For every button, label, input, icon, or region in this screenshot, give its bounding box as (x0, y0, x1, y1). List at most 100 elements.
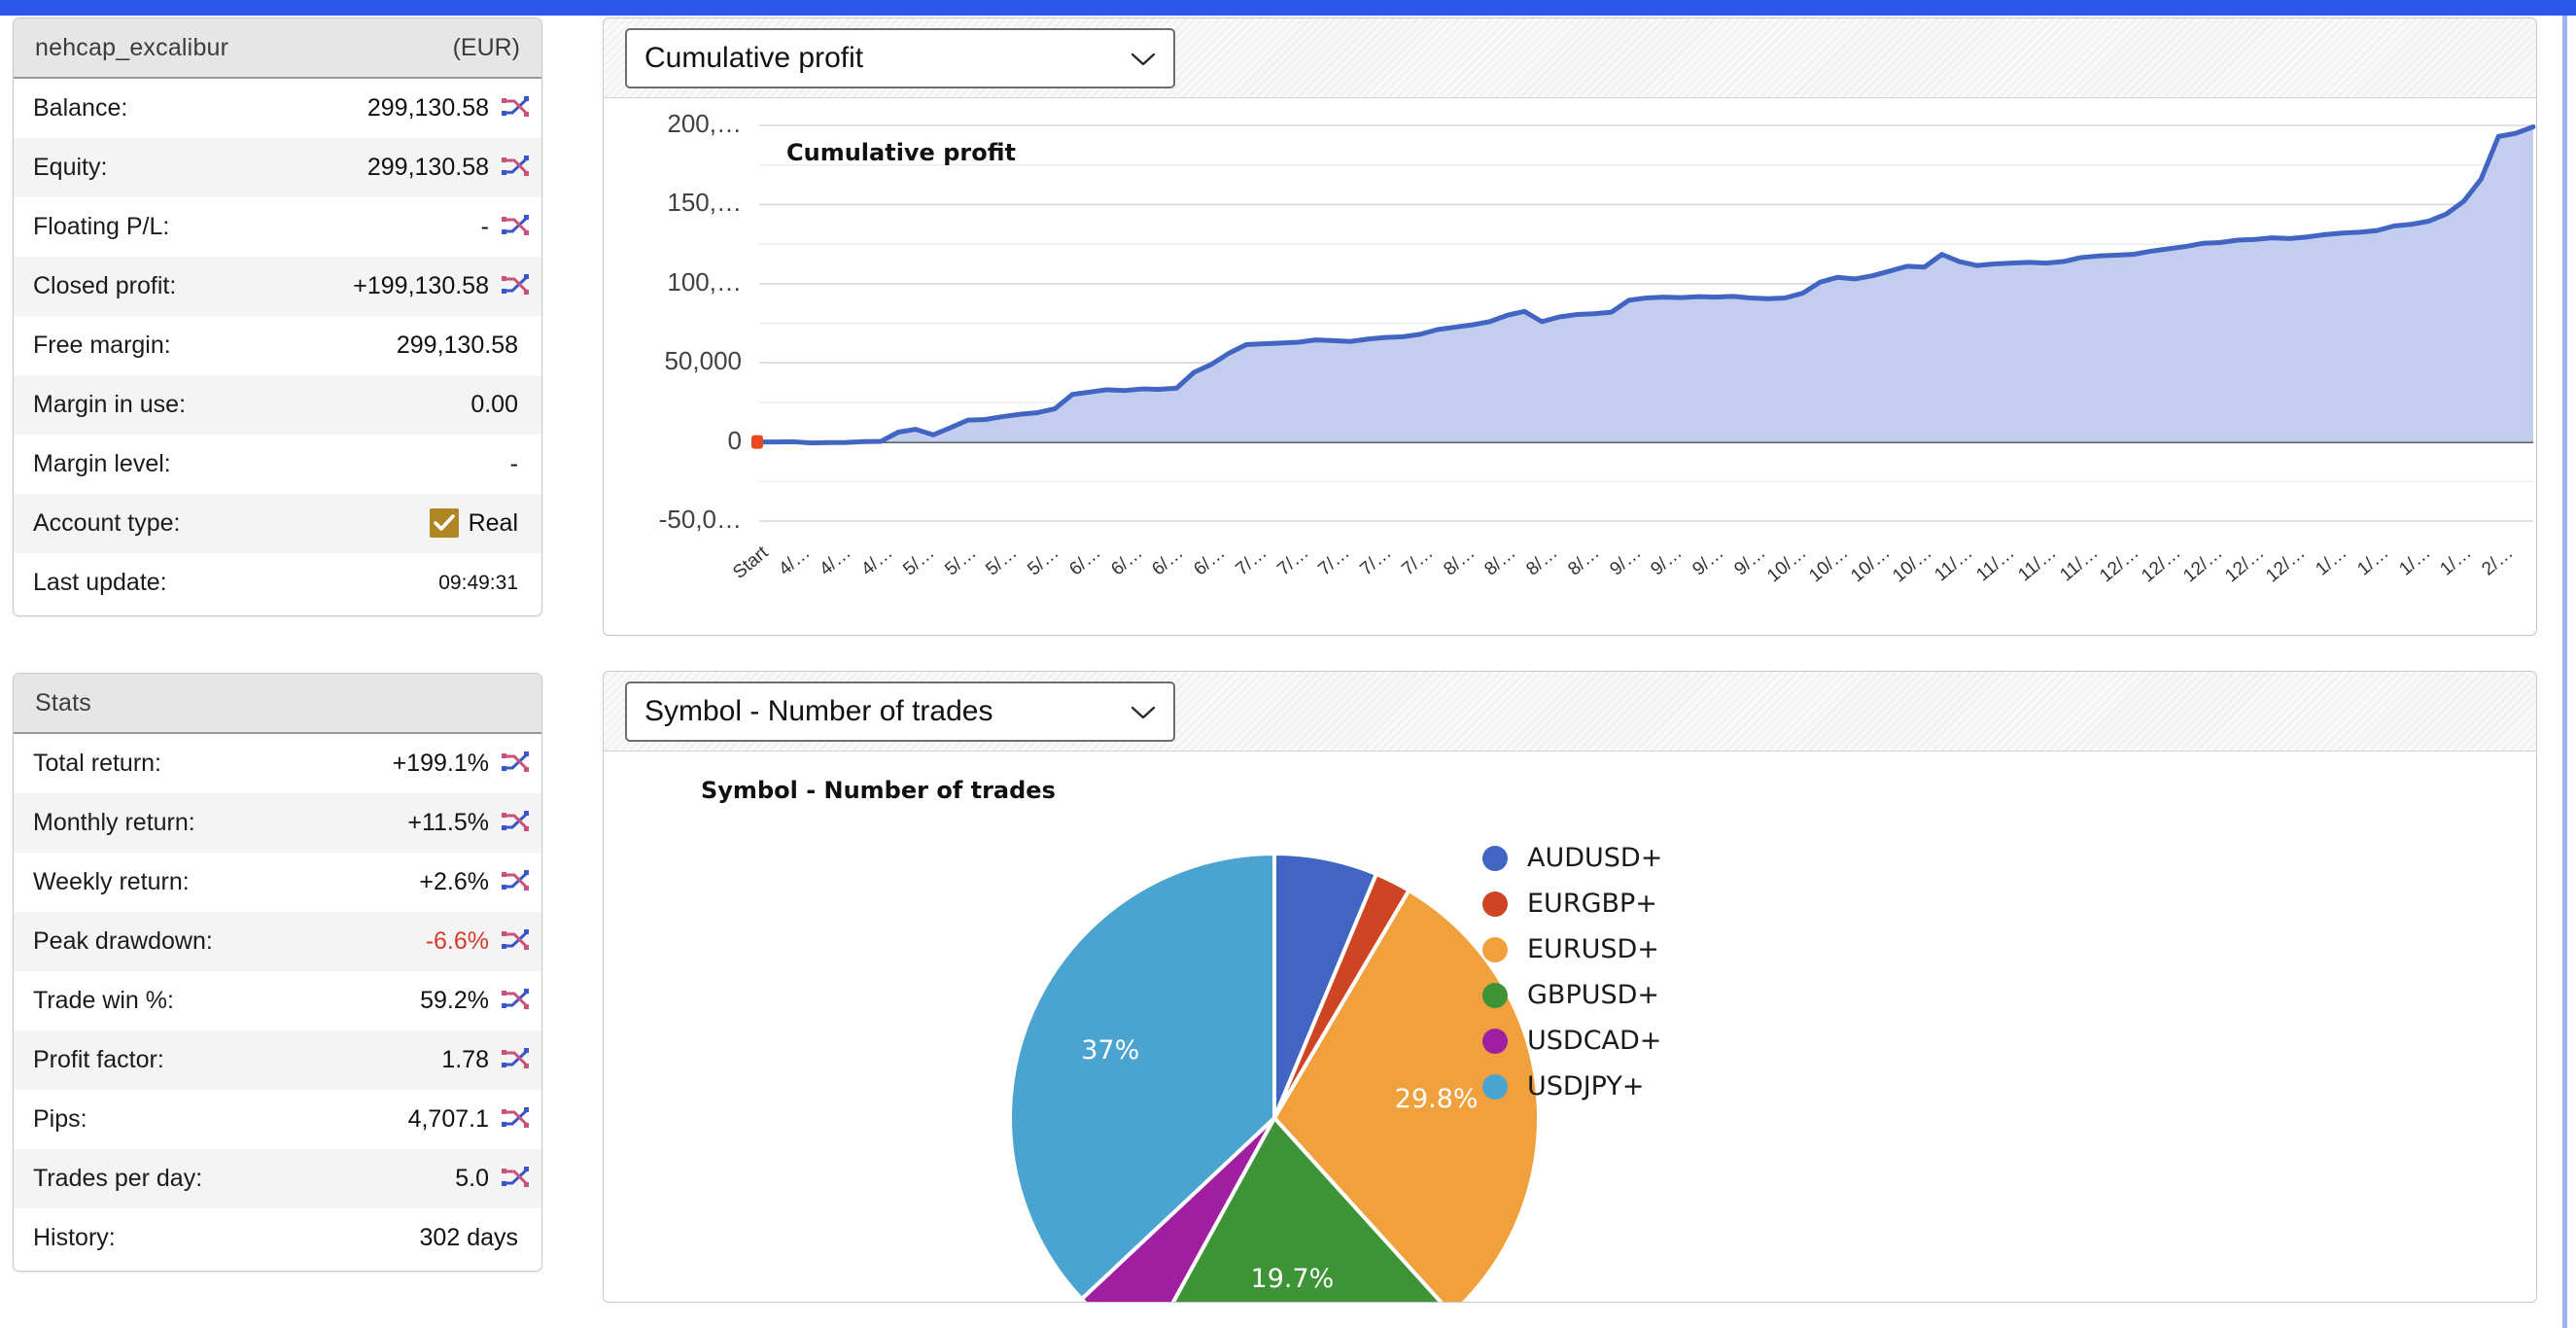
checkbox-checked-icon[interactable] (429, 508, 459, 538)
profit-y-tick-label: 0 (727, 425, 742, 455)
top-accent-bar (0, 0, 2576, 16)
pie-legend-label: USDJPY+ (1527, 1071, 1645, 1101)
symbol-pie-plot: Symbol - Number of trades 29.8% 19.7% 37% … (604, 751, 2536, 1302)
pie-legend-item[interactable]: USDCAD+ (1482, 1018, 1662, 1064)
account-currency: (EUR) (452, 33, 520, 61)
pie-legend-color-swatch (1482, 891, 1508, 917)
stats-row: Trades per day: 5.0 (14, 1149, 541, 1208)
stats-row: Weekly return: +2.6% (14, 853, 541, 912)
line-chart-icon[interactable] (501, 212, 530, 242)
row-chart-icon-slot[interactable] (489, 749, 541, 779)
row-chart-icon-slot[interactable] (489, 93, 541, 123)
line-chart-icon[interactable] (501, 153, 530, 183)
stats-rows: Total return: +199.1% Monthly return: +11.5… (14, 734, 541, 1268)
profit-y-tick-label: -50,0… (658, 505, 742, 534)
right-scroll-strip[interactable] (2562, 16, 2567, 1328)
stats-row: History: 302 days (14, 1208, 541, 1268)
account-row: Floating P/L: - (14, 197, 541, 257)
stats-row: Monthly return: +11.5% (14, 793, 541, 853)
account-row-value: 299,130.58 (366, 154, 489, 181)
symbol-chart-select-value: Symbol - Number of trades (644, 694, 993, 727)
stats-row-value: 4,707.1 (407, 1105, 489, 1133)
account-row: Margin level: - (14, 435, 541, 494)
account-row-value: 299,130.58 (396, 332, 518, 359)
chevron-down-icon (1131, 695, 1156, 728)
line-chart-icon[interactable] (501, 271, 530, 301)
pie-chart-title: Symbol - Number of trades (701, 777, 1056, 804)
profit-chart-select-value: Cumulative profit (644, 41, 864, 74)
account-row-value: - (480, 213, 489, 240)
symbol-panel-toolbar: Symbol - Number of trades (604, 672, 2536, 751)
stats-row-label: Pips: (33, 1105, 87, 1133)
account-row: Account type: Real (14, 494, 541, 553)
pie-legend-label: USDCAD+ (1527, 1026, 1662, 1056)
stats-row-label: Trade win %: (33, 987, 174, 1014)
pie-legend-item[interactable]: GBPUSD+ (1482, 972, 1662, 1018)
stats-row: Profit factor: 1.78 (14, 1031, 541, 1090)
pie-legend-label: GBPUSD+ (1527, 980, 1660, 1010)
line-chart-icon[interactable] (501, 808, 530, 838)
account-row-label: Margin in use: (33, 391, 187, 418)
pie-legend-item[interactable]: AUDUSD+ (1482, 835, 1662, 881)
account-row-label: Equity: (33, 154, 108, 181)
pie-legend-label: EURGBP+ (1527, 889, 1657, 919)
symbol-chart-select[interactable]: Symbol - Number of trades (625, 681, 1175, 742)
stats-row-label: Trades per day: (33, 1165, 203, 1192)
line-chart-icon[interactable] (501, 926, 530, 957)
line-chart-icon[interactable] (501, 749, 530, 779)
stats-row-label: History: (33, 1224, 116, 1251)
profit-chart-select[interactable]: Cumulative profit (625, 27, 1175, 88)
account-row-value: 0.00 (470, 391, 518, 418)
account-row-value: Real (429, 508, 518, 539)
right-rail (2555, 16, 2576, 1328)
line-chart-icon[interactable] (501, 1045, 530, 1075)
row-chart-icon-slot[interactable] (489, 986, 541, 1016)
stats-row: Pips: 4,707.1 (14, 1090, 541, 1149)
account-row-label: Balance: (33, 94, 128, 122)
pie-legend-color-swatch (1482, 936, 1508, 962)
account-row-label: Account type: (33, 509, 181, 537)
profit-y-tick-label: 200,… (667, 109, 742, 138)
account-row-value: +199,130.58 (353, 272, 489, 299)
stats-card: Stats Total return: +199.1% Monthly return… (13, 673, 542, 1272)
row-chart-icon-slot[interactable] (489, 212, 541, 242)
stats-row-label: Monthly return: (33, 809, 195, 836)
row-chart-icon-slot[interactable] (489, 808, 541, 838)
stats-row: Total return: +199.1% (14, 734, 541, 793)
row-chart-icon-slot[interactable] (489, 867, 541, 897)
row-chart-icon-slot[interactable] (489, 271, 541, 301)
pie-slice-percent-label: 19.7% (1250, 1263, 1335, 1294)
line-chart-icon[interactable] (501, 1104, 530, 1135)
profit-y-tick-label: 150,… (667, 188, 742, 218)
profit-chart-svg (751, 123, 2536, 522)
profit-y-tick-label: 50,000 (664, 346, 742, 376)
row-chart-icon-slot[interactable] (489, 1104, 541, 1135)
row-chart-icon-slot[interactable] (489, 926, 541, 957)
stats-row-label: Peak drawdown: (33, 927, 213, 955)
row-chart-icon-slot[interactable] (489, 1164, 541, 1194)
line-chart-icon[interactable] (501, 1164, 530, 1194)
pie-legend-item[interactable]: EURGBP+ (1482, 881, 1662, 926)
stats-title: Stats (35, 688, 91, 716)
row-chart-icon-slot[interactable] (489, 1045, 541, 1075)
line-chart-icon[interactable] (501, 986, 530, 1016)
pie-legend-item[interactable]: USDJPY+ (1482, 1064, 1662, 1109)
account-card-header: nehcap_excalibur (EUR) (14, 18, 541, 79)
account-row: Closed profit: +199,130.58 (14, 257, 541, 316)
account-row-label: Last update: (33, 569, 167, 596)
stats-row-label: Weekly return: (33, 868, 190, 895)
pie-slice-percent-label: 37% (1081, 1035, 1140, 1066)
stats-row-value: 5.0 (455, 1165, 489, 1192)
stats-row-value: -6.6% (425, 927, 489, 955)
profit-panel-toolbar: Cumulative profit (604, 18, 2536, 98)
line-chart-icon[interactable] (501, 867, 530, 897)
pie-slice-percent-label: 29.8% (1394, 1084, 1479, 1115)
stats-row: Trade win %: 59.2% (14, 971, 541, 1031)
account-row-label: Closed profit: (33, 272, 177, 299)
row-chart-icon-slot[interactable] (489, 153, 541, 183)
account-row-label: Free margin: (33, 332, 171, 359)
line-chart-icon[interactable] (501, 93, 530, 123)
pie-legend-item[interactable]: EURUSD+ (1482, 926, 1662, 972)
account-row: Last update: 09:49:31 (14, 553, 541, 612)
stats-row-label: Profit factor: (33, 1046, 164, 1073)
